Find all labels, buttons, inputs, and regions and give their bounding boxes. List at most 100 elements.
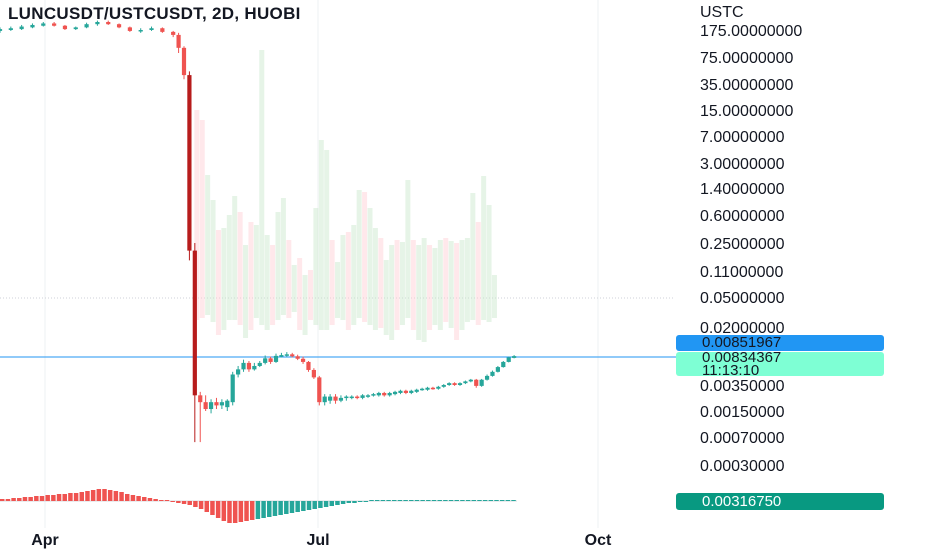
price-axis-tick-label: 0.02000000 <box>700 320 785 337</box>
indicator-overlay-bar <box>378 238 384 328</box>
histogram-bar <box>227 501 232 523</box>
indicator-overlay-bar <box>356 190 362 318</box>
price-axis-tick-label: 3.00000000 <box>700 156 785 173</box>
candle-body <box>506 357 511 362</box>
indicator-overlay-bar <box>318 140 324 330</box>
histogram-bar <box>170 501 175 502</box>
histogram-bar <box>187 501 192 505</box>
histogram-bar <box>11 498 16 501</box>
histogram-bar <box>505 500 511 501</box>
price-axis-tick-label: 0.00350000 <box>700 378 785 395</box>
candle-body <box>176 34 181 48</box>
candle-body <box>0 29 3 31</box>
histogram-bar <box>102 489 107 501</box>
histogram-bar <box>386 500 391 501</box>
candle-body <box>495 367 500 372</box>
candle-body <box>436 386 441 389</box>
histogram-bar <box>443 500 448 501</box>
candle-body <box>409 390 414 393</box>
histogram-bar <box>147 498 153 501</box>
candle-body <box>290 354 295 357</box>
indicator-overlay-bar <box>237 212 243 325</box>
candle-body <box>452 383 457 385</box>
histogram-bar <box>357 501 363 502</box>
candle-body <box>468 379 473 382</box>
histogram-bar <box>426 500 431 501</box>
histogram-bar <box>409 500 414 501</box>
histogram-bar <box>28 497 33 501</box>
indicator-overlay-bar <box>383 260 389 335</box>
candle-body <box>311 369 316 378</box>
indicator-overlay-bar <box>345 232 351 330</box>
histogram-bar <box>414 500 420 501</box>
candle-body <box>62 25 68 30</box>
candle-body <box>116 24 122 28</box>
candle-body <box>512 356 517 358</box>
price-axis-tick-label: 175.00000000 <box>700 23 802 40</box>
candle-body <box>106 21 111 25</box>
candle-body <box>236 369 241 375</box>
histogram-bar <box>352 501 357 503</box>
indicator-overlay-bar <box>486 205 492 322</box>
current-price-value: 0.00834367 <box>702 349 782 366</box>
indicator-overlay-bar <box>410 240 416 330</box>
indicator-overlay-bar <box>335 262 341 318</box>
histogram-bar <box>374 500 380 501</box>
bar-countdown: 11:13:10 <box>702 361 760 379</box>
histogram-bar <box>318 501 323 508</box>
price-axis-tick-label: 35.00000000 <box>700 77 794 94</box>
histogram-bar <box>329 501 334 506</box>
histogram-bar <box>107 490 113 501</box>
time-axis-label: Oct <box>585 532 612 549</box>
candle-body <box>474 379 479 386</box>
histogram-bar <box>397 500 403 501</box>
histogram-bar <box>477 500 482 501</box>
candle-body <box>214 402 219 406</box>
candle-body <box>387 392 392 396</box>
indicator-overlay-bar <box>464 238 470 322</box>
histogram-bar <box>437 500 442 501</box>
indicator-overlay-bar <box>259 50 265 325</box>
histogram-bar <box>363 501 369 502</box>
histogram-bar <box>346 501 352 503</box>
indicator-overlay-bar <box>313 208 319 325</box>
histogram-bar <box>0 499 5 501</box>
candle-body <box>322 396 327 403</box>
histogram-bar <box>159 500 164 501</box>
histogram-bar <box>204 501 210 512</box>
histogram-bar <box>460 500 465 501</box>
candle-body <box>317 377 322 403</box>
histogram-bar <box>17 498 22 501</box>
histogram-bar <box>85 491 90 501</box>
candle-body <box>138 30 143 32</box>
candle-body <box>73 27 78 30</box>
current-price-badge: 0.00834367 11:13:10 <box>676 349 884 379</box>
histogram-bar <box>249 501 255 520</box>
candle-body <box>479 379 484 386</box>
histogram-bar <box>244 501 249 521</box>
time-axis-label: Jul <box>306 532 329 549</box>
indicator-overlay-bar <box>286 240 292 318</box>
histogram-bar <box>113 491 119 501</box>
histogram-bar <box>482 500 488 501</box>
histogram-bar <box>62 494 67 501</box>
histogram-bar <box>232 501 238 523</box>
histogram-bar <box>210 501 215 515</box>
candle-body <box>484 375 490 380</box>
indicator-overlay-bar <box>205 175 211 315</box>
indicator-overlay-bar <box>324 150 330 330</box>
histogram-bar <box>79 492 85 501</box>
indicator-overlay-bar <box>372 228 378 330</box>
indicator-overlay-bar <box>302 275 308 335</box>
candle-body <box>263 358 268 363</box>
candle-body <box>230 374 235 403</box>
candle-body <box>344 396 349 399</box>
histogram-bar <box>238 501 244 522</box>
price-axis-tick-label: 0.05000000 <box>700 290 785 307</box>
candle-body <box>371 394 376 396</box>
candle-body <box>192 250 197 396</box>
histogram-bar <box>289 501 295 513</box>
indicator-overlay-bar <box>291 265 297 312</box>
histogram-bar <box>278 501 283 515</box>
histogram-value: 0.00316750 <box>702 493 782 510</box>
